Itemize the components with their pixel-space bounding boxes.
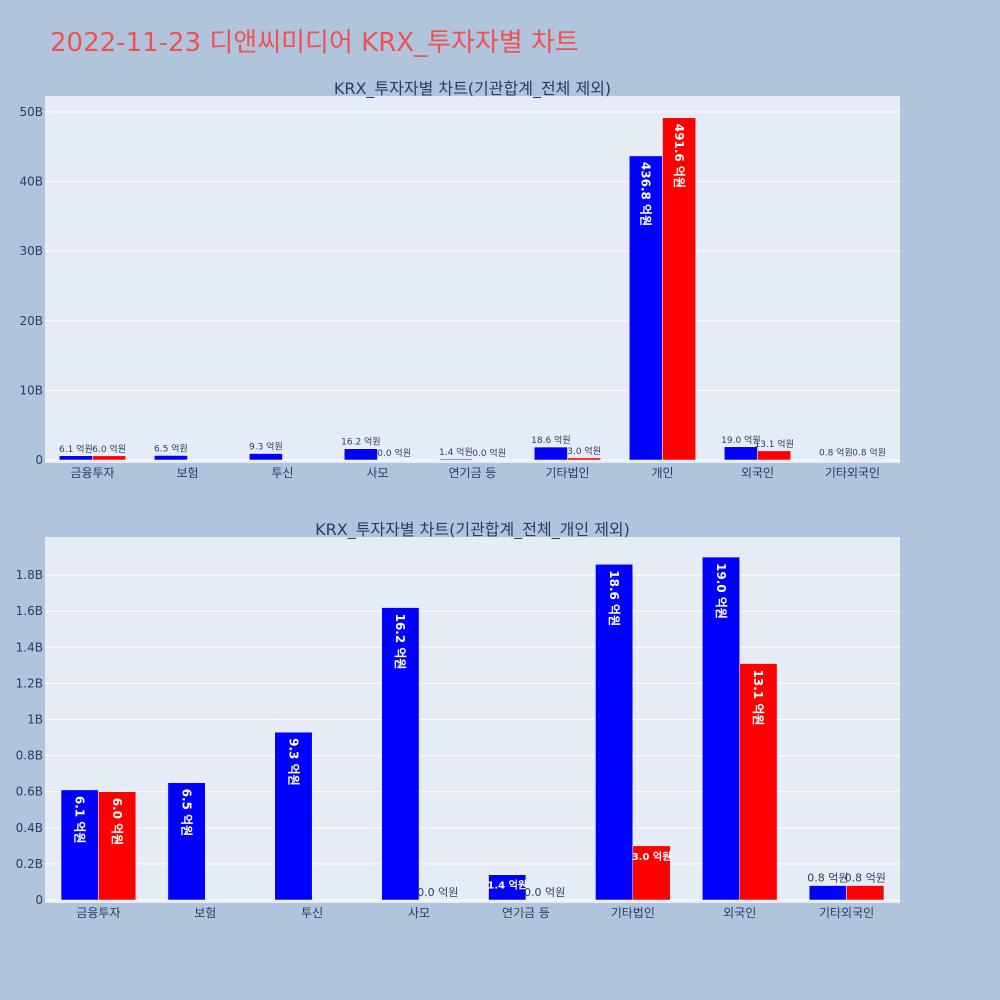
y-tick-label: 0 [35, 453, 43, 467]
x-tick-label: 기타법인 [611, 906, 655, 920]
y-tick-label: 1.6B [16, 604, 43, 618]
chart-panel-2: 0 0.2B 0.4B 0.6B 0.8B 1B 1.2B 1.4B 1.6B 1.8B KRX_투… [16, 520, 900, 920]
bar [595, 564, 634, 901]
bar [724, 446, 758, 461]
y-tick-label: 1.2B [16, 676, 43, 690]
bar [757, 450, 791, 461]
bar [59, 455, 93, 461]
x-tick-label: 투신 [301, 906, 323, 920]
y-tick-label: 1.4B [16, 640, 43, 654]
data-label: 0.8 억원 [819, 446, 853, 458]
bar [488, 874, 527, 901]
bar [92, 455, 126, 461]
data-label: 6.0 억원 [110, 798, 124, 846]
y-tick-label: 30B [19, 244, 43, 258]
x-tick-label: 사모 [366, 466, 388, 480]
x-tick-label: 외국인 [741, 466, 774, 480]
data-label: 0.8 억원 [845, 872, 886, 885]
bar [852, 459, 886, 461]
chart-panel-1: 0 10B 20B 30B 40B 50B KRX_투자자별 차트(기관합계_전체 제외) 금… [19, 79, 900, 480]
subplot-title: KRX_투자자별 차트(기관합계_전체_개인 제외) [315, 520, 630, 540]
data-label: 13.1 억원 [751, 670, 765, 726]
data-label: 0.0 억원 [524, 886, 565, 899]
x-tick-label: 금융투자 [70, 466, 114, 480]
x-tick-label: 외국인 [723, 906, 756, 920]
y-tick-label: 0.6B [16, 785, 43, 799]
x-tick-label: 사모 [408, 906, 430, 920]
bar [846, 885, 885, 901]
bar [819, 459, 853, 461]
x-tick-label: 연기금 등 [502, 906, 550, 920]
y-tick-label: 0.2B [16, 857, 43, 871]
data-label: 9.3 억원 [286, 738, 300, 786]
bar [344, 448, 378, 461]
data-label: 491.6 억원 [672, 124, 686, 188]
x-tick-label: 투신 [271, 466, 293, 480]
data-label: 3.0 억원 [567, 445, 601, 457]
bar [567, 457, 601, 461]
bar [702, 556, 740, 901]
x-tick-label: 개인 [651, 466, 673, 480]
bar [60, 789, 99, 901]
data-label: 16.2 억원 [341, 436, 380, 448]
bar [98, 791, 137, 901]
data-label: 6.1 억원 [59, 443, 93, 455]
data-label: 3.0 억원 [632, 850, 672, 863]
plot-area [45, 96, 900, 463]
x-tick-label: 기타법인 [545, 466, 589, 480]
y-tick-label: 1.8B [16, 568, 43, 582]
data-label: 1.4 억원 [439, 446, 473, 458]
bar [632, 845, 671, 901]
y-tick-label: 0.8B [16, 749, 43, 763]
bar [274, 731, 313, 901]
bar [381, 607, 420, 901]
bar [167, 782, 206, 901]
bar [739, 663, 778, 901]
y-tick-label: 10B [19, 383, 43, 397]
data-label: 0.0 억원 [417, 886, 458, 899]
data-label: 0.8 억원 [852, 446, 886, 458]
data-label: 19.0 억원 [714, 563, 728, 619]
y-tick-label: 0 [35, 893, 43, 907]
x-tick-label: 기타외국인 [819, 906, 874, 920]
data-label: 19.0 억원 [721, 434, 760, 446]
y-tick-label: 1B [27, 713, 43, 727]
data-label: 0.0 억원 [472, 447, 506, 459]
y-tick-label: 20B [19, 314, 43, 328]
page-title: 2022-11-23 디앤씨미디어 KRX_투자자별 차트 [50, 28, 579, 58]
subplot-title: KRX_투자자별 차트(기관합계_전체 제외) [334, 79, 611, 99]
data-label: 6.1 억원 [73, 796, 87, 844]
y-tick-label: 40B [19, 175, 43, 189]
bar [808, 885, 847, 901]
x-tick-label: 금융투자 [76, 906, 120, 920]
x-tick-label: 보험 [194, 906, 216, 920]
bar [662, 117, 696, 461]
data-label: 16.2 억원 [393, 614, 407, 670]
y-tick-label: 0.4B [16, 821, 43, 835]
x-tick-label: 보험 [176, 466, 198, 480]
data-label: 0.0 억원 [377, 447, 411, 459]
data-label: 6.5 억원 [179, 789, 193, 837]
data-label: 1.4 억원 [487, 879, 527, 892]
x-tick-label: 기타외국인 [825, 466, 880, 480]
data-label: 9.3 억원 [249, 441, 283, 453]
data-label: 0.8 억원 [807, 872, 848, 885]
data-label: 6.0 억원 [92, 443, 126, 455]
data-label: 18.6 억원 [531, 434, 570, 446]
y-tick-label: 50B [19, 105, 43, 119]
bar [154, 455, 188, 461]
data-label: 436.8 억원 [639, 162, 653, 226]
data-label: 13.1 억원 [754, 438, 793, 450]
bar [439, 458, 473, 461]
bar [249, 453, 283, 461]
data-label: 18.6 억원 [607, 570, 621, 626]
bar [534, 446, 568, 461]
x-tick-label: 연기금 등 [449, 466, 497, 480]
data-label: 6.5 억원 [154, 442, 188, 454]
